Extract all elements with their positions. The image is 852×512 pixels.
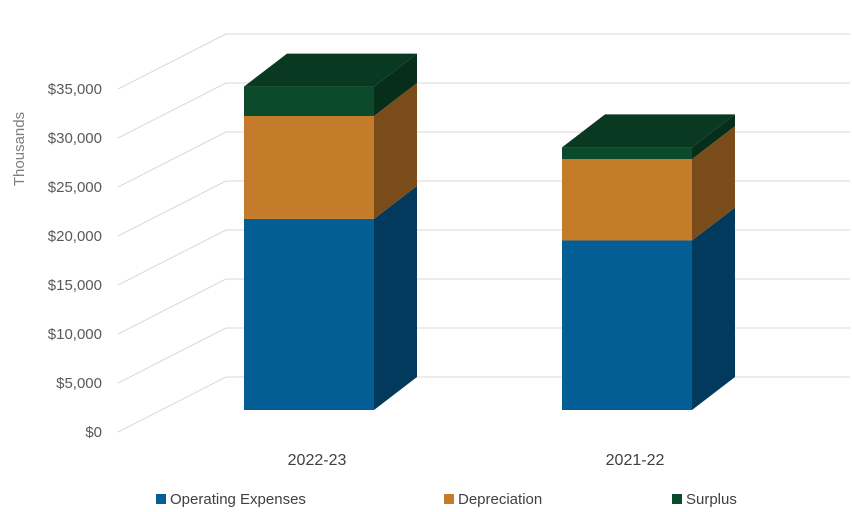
y-tick-layer: $0 $5,000 $10,000 $15,000 $20,000 $25,000 $30,… (48, 81, 102, 441)
gridline-diagonal (117, 131, 227, 188)
gridline-diagonal (117, 33, 227, 90)
bar-segment (244, 218, 374, 410)
bar-side (692, 126, 735, 241)
grid-layer (117, 33, 850, 433)
legend-swatch (444, 494, 454, 504)
legend-item: Operating Expenses (156, 491, 306, 508)
x-category-label: 2022-23 (288, 452, 347, 469)
gridline-diagonal (117, 278, 227, 335)
legend-label: Operating Expenses (170, 491, 306, 508)
y-tick-label: $5,000 (56, 375, 102, 392)
bar-segment (562, 159, 692, 241)
bar-side (692, 207, 735, 410)
bar-top (244, 53, 417, 87)
y-tick-label: $30,000 (48, 130, 102, 147)
bar-segment (244, 116, 374, 219)
bar-segment (244, 86, 374, 116)
bars-layer (244, 53, 735, 410)
y-tick-label: $20,000 (48, 228, 102, 245)
y-tick-label: $15,000 (48, 277, 102, 294)
bar-segment (562, 147, 692, 160)
gridline-diagonal (117, 229, 227, 286)
gridline-diagonal (117, 180, 227, 237)
bar-stack-2022-23 (244, 53, 417, 410)
bar-stack-2021-22 (562, 114, 735, 410)
y-axis-title: Thousands (11, 112, 28, 186)
y-tick-label: $0 (85, 424, 102, 441)
legend-label: Surplus (686, 491, 737, 508)
bar-side (374, 185, 417, 410)
x-category-label: 2021-22 (606, 452, 665, 469)
legend-item: Depreciation (444, 491, 542, 508)
y-tick-label: $25,000 (48, 179, 102, 196)
legend-label: Depreciation (458, 491, 542, 508)
bar-side (374, 53, 417, 116)
legend: Operating Expenses Depreciation Surplus (156, 491, 737, 508)
legend-swatch (672, 494, 682, 504)
gridline-diagonal (117, 376, 227, 433)
bar-segment (562, 240, 692, 410)
bar-side (374, 83, 417, 219)
gridline-diagonal (117, 82, 227, 139)
bar-top (562, 114, 735, 148)
legend-item: Surplus (672, 491, 737, 508)
legend-swatch (156, 494, 166, 504)
gridline-diagonal (117, 327, 227, 384)
y-tick-label: $10,000 (48, 326, 102, 343)
bar-side (692, 114, 735, 160)
x-category-layer: 2022-23 2021-22 (288, 452, 665, 469)
y-tick-label: $35,000 (48, 81, 102, 98)
